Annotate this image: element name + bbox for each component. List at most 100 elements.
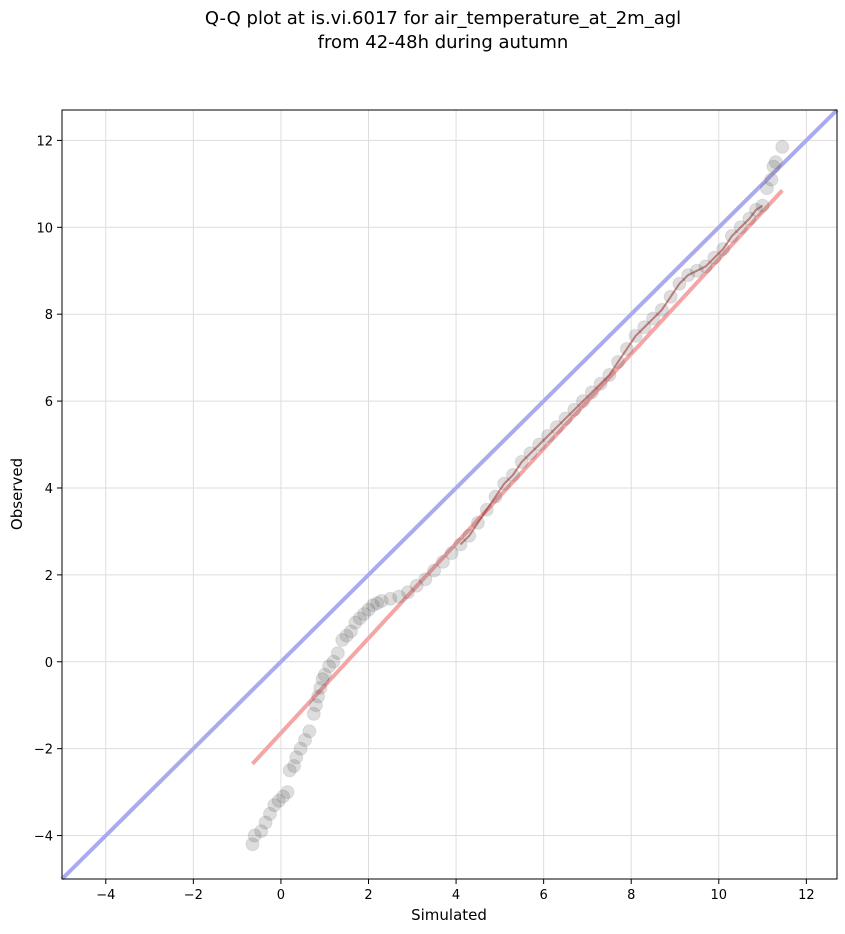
data-point-62 [628,328,643,343]
data-point-37 [409,578,424,593]
y-tick-label-8: 12 [36,134,53,149]
x-tick-label-0: −4 [96,888,115,903]
data-point-75 [742,211,757,226]
data-point-66 [663,289,678,304]
data-point-34 [383,591,398,606]
data-point-38 [418,572,433,587]
data-point-46 [488,489,503,504]
x-tick-label-7: 10 [711,888,728,903]
data-point-80 [766,159,781,174]
data-point-11 [289,750,304,765]
data-point-22 [326,654,341,669]
data-point-65 [654,302,669,317]
x-tick-label-4: 4 [452,888,460,903]
data-point-30 [361,602,376,617]
data-point-56 [576,394,591,409]
x-tick-label-1: −2 [184,888,203,903]
plot-frame [61,109,838,880]
data-point-25 [339,628,354,643]
data-point-73 [724,228,739,243]
data-point-21 [322,659,337,674]
data-point-35 [392,589,407,604]
x-axis-ticks: −4 −2 0 2 4 6 8 10 12 [96,879,815,903]
y-axis-label: Observed [8,458,26,530]
data-point-79 [764,172,779,187]
data-point-47 [497,476,512,491]
data-point-81 [768,155,783,170]
data-point-39 [427,563,442,578]
data-point-0 [245,837,260,852]
data-point-50 [523,446,538,461]
data-point-8 [280,785,295,800]
y-tick-label-0: −4 [34,830,53,845]
y-tick-label-1: −2 [34,743,53,758]
data-point-59 [602,368,617,383]
data-point-3 [258,815,273,830]
data-point-53 [549,420,564,435]
identity-line [60,108,839,881]
data-point-45 [479,502,494,517]
data-point-9 [282,763,297,778]
data-point-6 [271,793,286,808]
data-point-13 [298,732,313,747]
data-point-60 [611,354,626,369]
data-point-52 [541,428,556,443]
data-point-19 [315,672,330,687]
data-point-48 [505,467,520,482]
x-tick-label-3: 2 [364,888,372,903]
data-point-26 [343,624,358,639]
data-point-58 [593,376,608,391]
data-point-15 [306,706,321,721]
data-point-18 [313,680,328,695]
data-point-16 [308,698,323,713]
data-point-32 [370,596,385,611]
data-point-42 [453,537,468,552]
fit-line [250,189,784,766]
y-tick-label-6: 8 [45,308,53,323]
data-point-63 [637,320,652,335]
data-point-78 [759,181,774,196]
data-point-36 [400,585,415,600]
y-tick-label-7: 10 [36,221,53,236]
y-tick-label-4: 4 [45,482,53,497]
x-tick-label-8: 12 [798,888,815,903]
data-point-24 [335,633,350,648]
data-point-20 [317,667,332,682]
reference-lines [60,108,839,881]
data-point-29 [357,606,372,621]
data-point-44 [470,515,485,530]
data-point-33 [374,593,389,608]
data-point-69 [689,263,704,278]
data-point-72 [716,242,731,257]
x-tick-label-2: 0 [277,888,285,903]
data-point-71 [707,250,722,265]
data-point-77 [755,198,770,213]
data-point-64 [646,311,661,326]
y-tick-label-3: 2 [45,569,53,584]
data-point-4 [262,806,277,821]
data-point-82 [775,139,790,154]
data-point-28 [352,611,367,626]
data-point-43 [462,528,477,543]
data-point-57 [584,385,599,400]
y-axis-ticks: −4 −2 0 2 4 6 8 10 12 [34,134,62,845]
data-points [245,139,790,852]
data-point-55 [567,402,582,417]
data-point-40 [435,554,450,569]
data-point-51 [532,437,547,452]
data-point-17 [311,689,326,704]
data-point-68 [681,268,696,283]
data-point-31 [365,598,380,613]
data-point-14 [302,724,317,739]
data-point-10 [287,759,302,774]
chart-title-line1: Q-Q plot at is.vi.6017 for air_temperatu… [205,8,681,29]
y-tick-label-5: 6 [45,395,53,410]
data-point-74 [733,220,748,235]
chart-title-line2: from 42-48h during autumn [318,32,569,53]
y-tick-label-2: 0 [45,656,53,671]
data-point-67 [672,276,687,291]
data-point-61 [619,341,634,356]
data-point-5 [267,798,282,813]
data-point-49 [514,454,529,469]
